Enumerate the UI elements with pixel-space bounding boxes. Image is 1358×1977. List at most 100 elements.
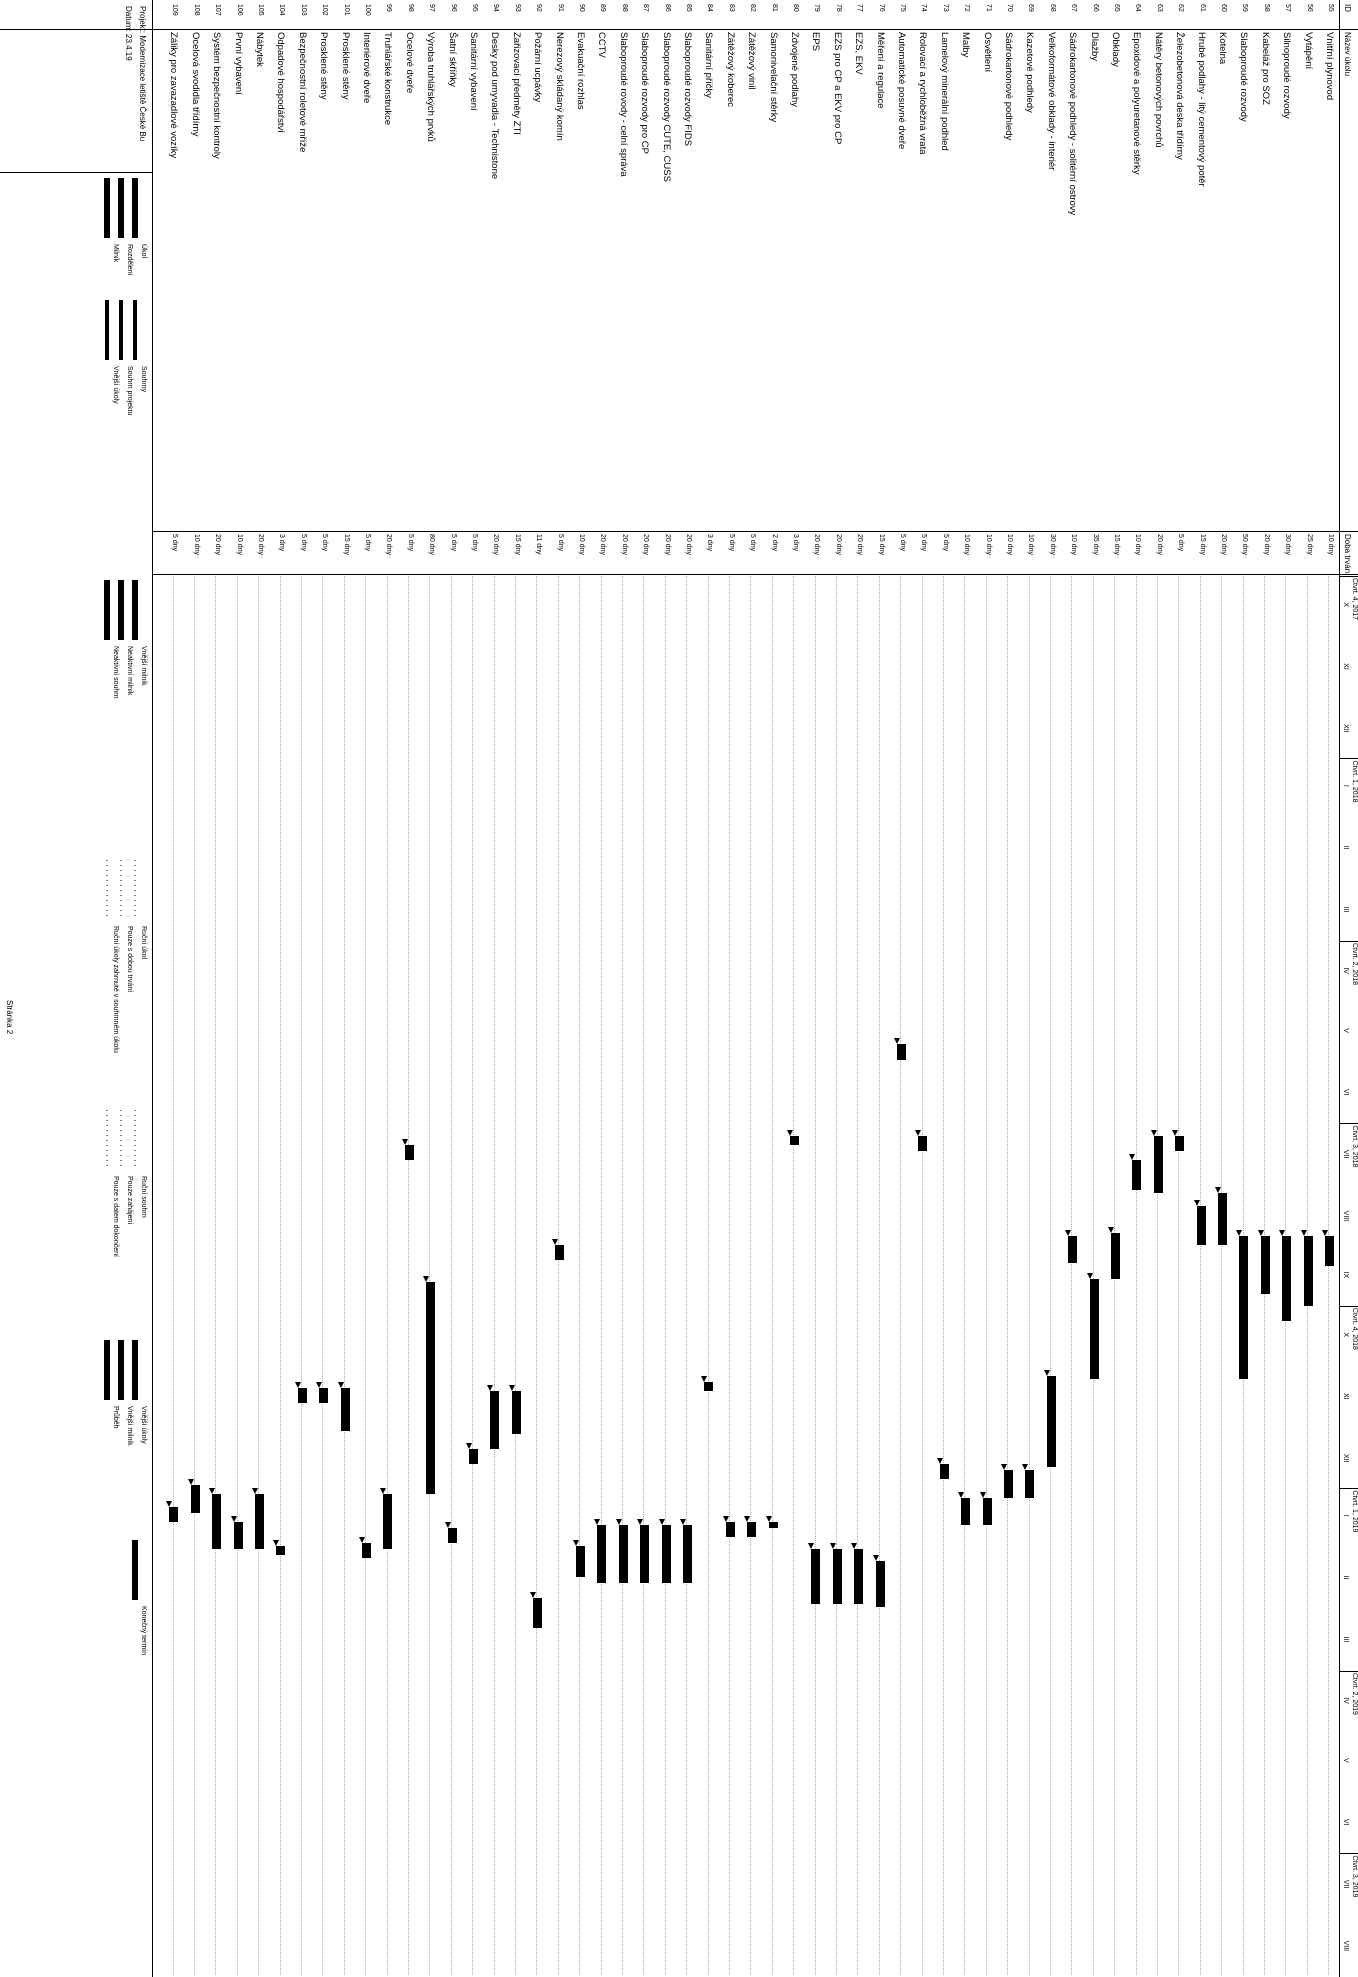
task-name[interactable]: Ocelová svodidla třídírny — [189, 32, 201, 137]
gantt-bar[interactable] — [404, 1144, 414, 1160]
gantt-bar[interactable] — [255, 1494, 264, 1550]
gantt-bar[interactable] — [212, 1494, 222, 1550]
task-name[interactable]: Bezpečnostní roletové mříže — [296, 32, 308, 153]
gantt-bar[interactable] — [897, 1044, 906, 1060]
task-name[interactable]: Interiérové dveře — [361, 32, 372, 104]
task-name[interactable]: Hrubé podlahy - litý cementový potěr — [1195, 32, 1207, 187]
task-name[interactable]: Truhlářské konstrukce — [382, 32, 394, 126]
gantt-bar[interactable] — [1068, 1235, 1078, 1264]
task-name[interactable]: Nerezový skládaný komín — [553, 32, 565, 141]
task-name[interactable]: Velkoformátové obklady - interiér — [1045, 32, 1057, 171]
task-name[interactable]: Epoxidové a polyuretanové stěrky — [1131, 32, 1143, 175]
task-name[interactable]: Sádrokartonové podhledy - solitérní ostr… — [1067, 32, 1079, 216]
task-name[interactable]: Prosklené stěny — [339, 32, 351, 100]
gantt-bar[interactable] — [961, 1497, 971, 1525]
gantt-bar[interactable] — [533, 1597, 543, 1629]
gantt-bar[interactable] — [1089, 1278, 1099, 1379]
gantt-bar[interactable] — [554, 1245, 564, 1261]
task-name[interactable]: Silnoproudé rozvody — [1281, 32, 1293, 119]
gantt-bar[interactable] — [511, 1391, 521, 1434]
task-name[interactable]: Vytápění — [1302, 32, 1314, 70]
task-name[interactable]: Prosklené stěny — [318, 32, 330, 100]
task-name[interactable]: Dlažby — [1088, 32, 1100, 62]
gantt-bar[interactable] — [725, 1521, 735, 1538]
gantt-bar[interactable] — [447, 1527, 457, 1544]
task-name[interactable]: EZS, EKV — [853, 32, 865, 75]
task-name[interactable]: Slaboproudé rozvody — [1238, 32, 1250, 122]
gantt-bar[interactable] — [1046, 1375, 1056, 1468]
gantt-bar[interactable] — [918, 1135, 928, 1151]
task-name[interactable]: Sádrokartonové podhledy — [1003, 32, 1014, 141]
gantt-bar[interactable] — [1132, 1159, 1142, 1191]
task-name[interactable]: Zátěžový vinil — [746, 32, 758, 90]
task-name[interactable]: Měření a regulace — [874, 32, 886, 109]
gantt-bar[interactable] — [811, 1549, 821, 1604]
task-name[interactable]: Lamelový minerální podhled — [938, 32, 950, 151]
task-name[interactable]: Vnitřní plynovod — [1324, 32, 1335, 101]
task-name[interactable]: Sanitární příčky — [703, 32, 715, 98]
task-name[interactable]: Slaboproudé rozvody CUTE, CUSS — [660, 32, 672, 182]
gantt-bar[interactable] — [939, 1464, 949, 1480]
task-name[interactable]: Rolovací a rychloběžná vrata — [917, 32, 929, 155]
gantt-bar[interactable] — [1025, 1470, 1035, 1498]
gantt-bar[interactable] — [597, 1524, 607, 1583]
task-name[interactable]: Osvětlení — [981, 32, 993, 73]
task-name[interactable]: Ocelové dveře — [403, 32, 415, 94]
gantt-bar[interactable] — [1196, 1205, 1206, 1246]
gantt-bar[interactable] — [319, 1388, 329, 1404]
task-name[interactable]: Požární ucpávky — [532, 32, 544, 103]
task-name[interactable]: První vybavení — [232, 32, 244, 95]
gantt-bar[interactable] — [618, 1524, 628, 1583]
gantt-bar[interactable] — [490, 1391, 500, 1449]
task-name[interactable]: Kazetové podhledy — [1024, 32, 1036, 113]
gantt-bar[interactable] — [1111, 1232, 1120, 1279]
task-name[interactable]: Výroba truhlářských prvků — [425, 32, 437, 142]
gantt-bar[interactable] — [233, 1521, 243, 1550]
gantt-bar[interactable] — [1004, 1470, 1013, 1498]
gantt-bar[interactable] — [340, 1388, 350, 1431]
gantt-bar[interactable] — [1260, 1235, 1270, 1294]
task-name[interactable]: Zařizovací předměty ZTI — [510, 32, 522, 135]
task-name[interactable]: Obklady — [1110, 32, 1121, 67]
task-name[interactable]: Záliky pro zavazadlové vozíky — [168, 32, 180, 159]
task-name[interactable]: Sanitární vybavení — [468, 32, 479, 111]
gantt-bar[interactable] — [1153, 1135, 1163, 1194]
gantt-bar[interactable] — [576, 1546, 585, 1577]
task-name[interactable]: Nátěry betonových povrchů — [1152, 32, 1164, 148]
task-name[interactable]: EPS — [810, 32, 822, 52]
gantt-bar[interactable] — [426, 1281, 436, 1495]
gantt-bar[interactable] — [640, 1524, 650, 1583]
gantt-bar[interactable] — [1303, 1235, 1313, 1306]
gantt-bar[interactable] — [297, 1388, 307, 1404]
gantt-bar[interactable] — [1282, 1235, 1292, 1322]
gantt-bar[interactable] — [683, 1524, 692, 1583]
gantt-bar[interactable] — [768, 1521, 778, 1528]
task-name[interactable]: Slaboproudé rovody - celní správa — [617, 32, 629, 177]
gantt-bar[interactable] — [190, 1485, 200, 1513]
task-name[interactable]: Nábytek — [254, 32, 265, 67]
task-name[interactable]: Evakuační rozhlas — [575, 32, 586, 110]
gantt-bar[interactable] — [1239, 1235, 1249, 1379]
task-name[interactable]: EZS pro CP a EKV pro CP — [831, 32, 843, 145]
task-name[interactable]: Slaboproudé rozvody pro CP — [639, 32, 651, 154]
gantt-bar[interactable] — [1325, 1235, 1334, 1267]
gantt-bar[interactable] — [854, 1549, 864, 1604]
task-name[interactable]: Odpadové hospodářství — [275, 32, 287, 133]
task-name[interactable]: Samonivelační stěrky — [767, 32, 779, 123]
gantt-bar[interactable] — [383, 1494, 393, 1550]
task-name[interactable]: Malby — [960, 32, 972, 58]
task-name[interactable]: Šatní skříňky — [446, 32, 458, 87]
task-name[interactable]: Zdvojené podlahy — [789, 32, 800, 107]
task-name[interactable]: Systém bezpečnostní kontroly — [211, 32, 223, 159]
gantt-bar[interactable] — [276, 1546, 286, 1556]
task-name[interactable]: CCTV — [596, 32, 608, 58]
gantt-bar[interactable] — [469, 1448, 478, 1465]
task-name[interactable]: Kabeláž pro SOZ — [1259, 32, 1271, 105]
task-name[interactable]: Kotelna — [1217, 32, 1228, 65]
gantt-bar[interactable] — [747, 1521, 757, 1538]
gantt-bar[interactable] — [1175, 1135, 1185, 1151]
task-name[interactable]: Zátěžový koberec — [724, 32, 736, 107]
task-name[interactable]: Desky pod umyvadla - Technistone — [489, 32, 501, 180]
gantt-bar[interactable] — [169, 1506, 179, 1522]
task-name[interactable]: Železobetonová deska třídírny — [1174, 32, 1186, 160]
